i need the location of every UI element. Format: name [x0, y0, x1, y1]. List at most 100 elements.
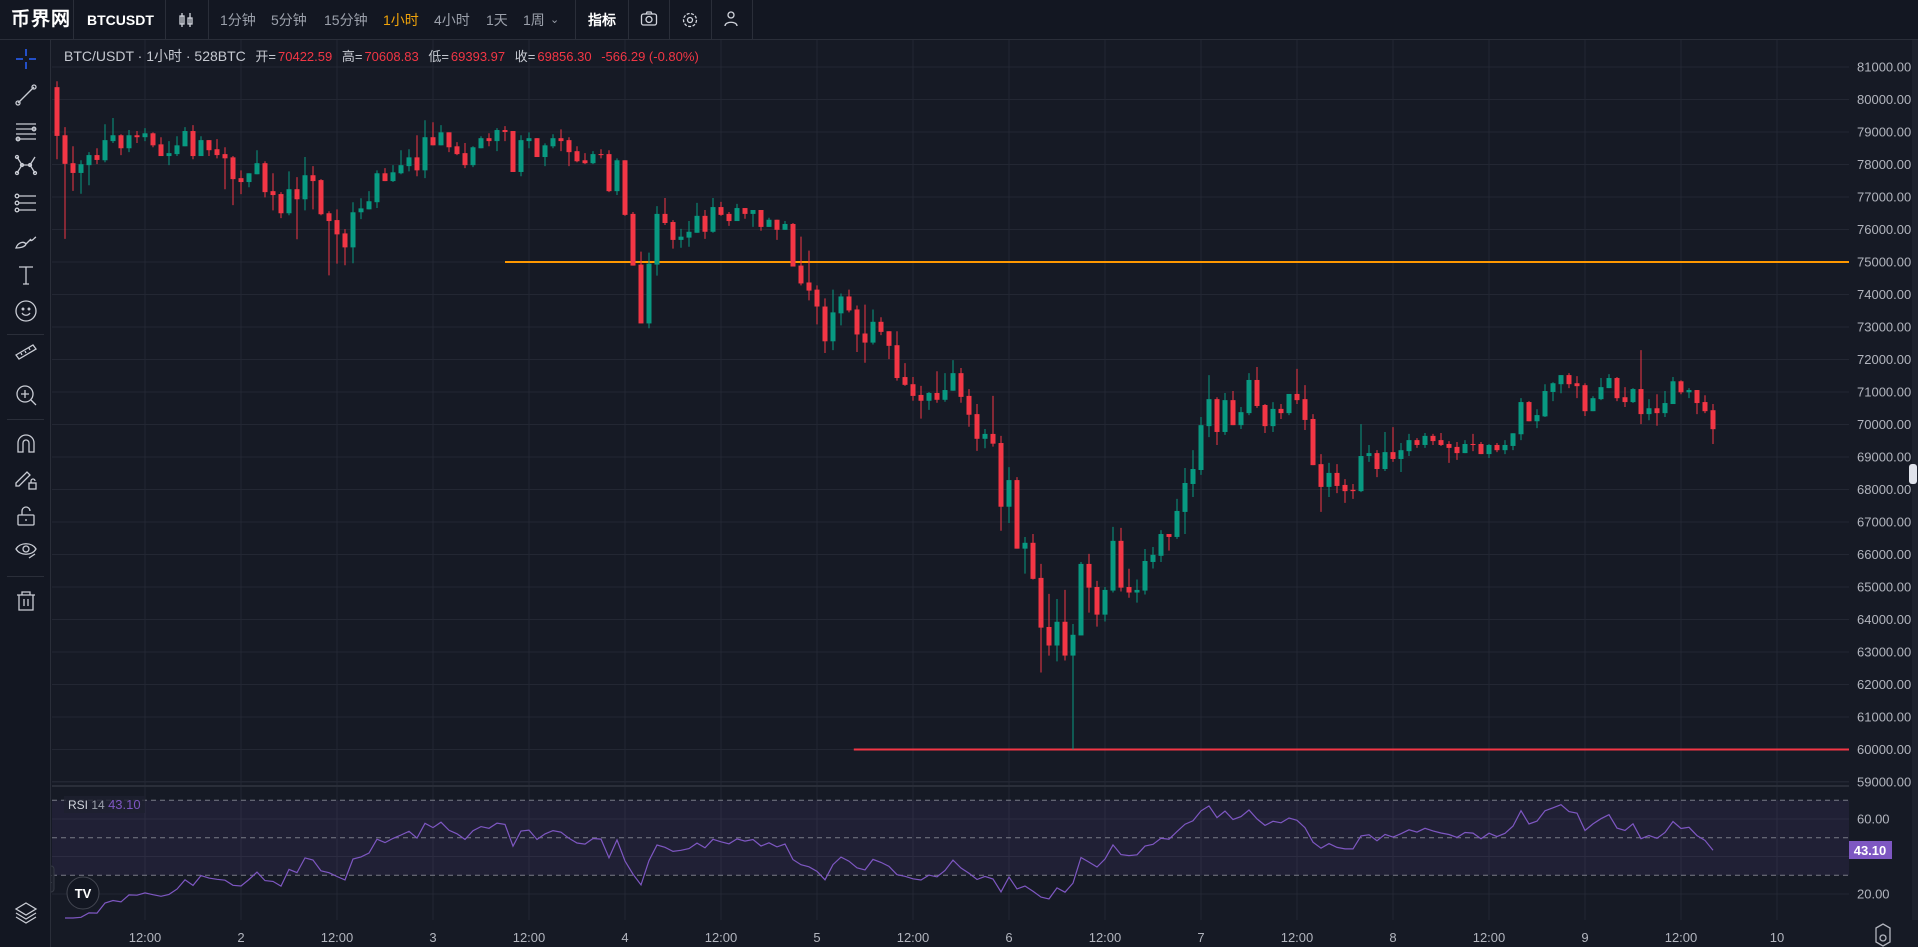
candle: [1222, 392, 1228, 435]
settings-gear-icon[interactable]: [1875, 923, 1891, 947]
candle-body: [398, 165, 404, 174]
candle: [1182, 468, 1188, 535]
interval-1w[interactable]: 1周: [523, 12, 545, 28]
candle: [1710, 404, 1716, 444]
pattern-xabcd-icon[interactable]: [13, 152, 39, 178]
candle-body: [1342, 484, 1348, 492]
candle: [422, 120, 428, 179]
chart-grid: [52, 40, 1849, 920]
candle: [1430, 433, 1436, 445]
candle: [1462, 440, 1468, 454]
eye-icon[interactable]: [13, 537, 39, 563]
price-tick-label: 72000.00: [1857, 352, 1911, 367]
indicators-button[interactable]: 指标: [588, 12, 616, 28]
candle: [574, 146, 580, 163]
price-axis[interactable]: [1849, 40, 1918, 920]
brand-logo[interactable]: 币界网: [11, 9, 72, 30]
candle-body: [718, 207, 724, 215]
chart-type-candles-icon[interactable]: [178, 0, 194, 40]
right-collapse-handle[interactable]: [1909, 464, 1917, 484]
candle-body: [806, 282, 812, 291]
candle-body: [934, 392, 940, 400]
candle-body: [1158, 534, 1164, 556]
horizontal-lines[interactable]: [505, 261, 1849, 751]
candle: [726, 211, 732, 226]
candle: [486, 133, 492, 147]
camera-icon[interactable]: [640, 0, 658, 40]
price-tick-label: 76000.00: [1857, 222, 1911, 237]
interval-5m[interactable]: 5分钟: [271, 12, 307, 28]
price-tick-label: 60000.00: [1857, 742, 1911, 757]
brush-icon[interactable]: [13, 227, 39, 253]
candle: [1494, 443, 1500, 453]
forecast-lines-icon[interactable]: [13, 190, 39, 216]
candle-body: [502, 130, 508, 132]
candle: [1086, 553, 1092, 613]
divider: [575, 0, 576, 40]
candle: [206, 140, 212, 157]
candle: [62, 127, 68, 239]
unlock-icon[interactable]: [13, 503, 39, 529]
candle: [1134, 579, 1140, 603]
magnet-icon[interactable]: [13, 431, 39, 457]
crosshair-icon[interactable]: [13, 46, 39, 72]
ruler-icon[interactable]: [13, 337, 39, 363]
candle-body: [862, 333, 868, 343]
interval-1h[interactable]: 1小时: [383, 12, 419, 28]
candle-body: [846, 296, 852, 311]
candle-body: [646, 263, 652, 324]
legend-title[interactable]: BTC/USDT · 1小时 · 528BTC: [64, 48, 246, 64]
candle-body: [1310, 418, 1316, 466]
interval-dropdown-chevron-icon[interactable]: ⌄: [550, 14, 560, 26]
interval-4h[interactable]: 4小时: [434, 12, 470, 28]
price-tick-label: 67000.00: [1857, 515, 1911, 530]
candle: [1126, 568, 1132, 598]
user-icon[interactable]: [723, 0, 739, 40]
candle-body: [102, 140, 108, 161]
symbol-selector[interactable]: BTCUSDT: [87, 12, 154, 28]
divider: [165, 0, 166, 40]
rsi-value-badge: [1849, 841, 1892, 859]
ohlc-legend: BTC/USDT · 1小时 · 528BTC 开= 70422.59 高= 706…: [64, 46, 701, 66]
candle: [1534, 409, 1540, 429]
candle: [702, 210, 708, 239]
candle: [630, 211, 636, 266]
rsi-legend[interactable]: RSI 14 43.10: [64, 796, 145, 813]
candle: [1558, 375, 1564, 394]
candle: [430, 122, 436, 146]
trash-icon[interactable]: [13, 588, 39, 614]
interval-1m[interactable]: 1分钟: [220, 12, 256, 28]
tradingview-logo[interactable]: TV: [66, 876, 100, 910]
interval-15m[interactable]: 15分钟: [324, 12, 368, 28]
candle-body: [750, 210, 756, 214]
candle-body: [766, 219, 772, 227]
candle-body: [142, 133, 148, 138]
layers-icon[interactable]: [13, 899, 39, 925]
candle-body: [1110, 540, 1116, 591]
candle-body: [1638, 389, 1644, 415]
emoji-icon[interactable]: [13, 298, 39, 324]
time-tick-label: 6: [1005, 930, 1012, 945]
candle-body: [662, 213, 668, 223]
zoom-in-icon[interactable]: [13, 382, 39, 408]
candle: [374, 170, 380, 209]
candle-body: [542, 145, 548, 158]
candle: [302, 157, 308, 211]
trend-line-icon[interactable]: [13, 82, 39, 108]
lock-drawings-icon[interactable]: [13, 466, 39, 492]
candle: [878, 317, 884, 336]
candle: [638, 251, 644, 324]
candle-body: [1030, 542, 1036, 579]
candle: [1286, 393, 1292, 416]
candle: [1702, 395, 1708, 414]
settings-gear-icon[interactable]: [681, 0, 699, 40]
candle-body: [454, 146, 460, 155]
candle-body: [214, 149, 220, 156]
text-tool-icon[interactable]: [13, 262, 39, 288]
candle-body: [622, 160, 628, 215]
interval-1d[interactable]: 1天: [486, 12, 508, 28]
time-tick-label: 2: [237, 930, 244, 945]
fib-retracement-icon[interactable]: [13, 118, 39, 144]
candle-body: [1150, 554, 1156, 562]
